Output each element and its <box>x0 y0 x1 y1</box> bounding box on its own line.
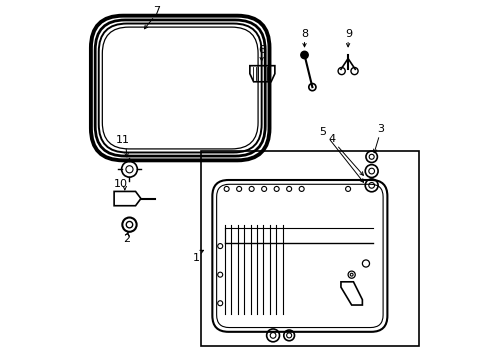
Text: 11: 11 <box>115 135 129 145</box>
Text: 9: 9 <box>345 29 352 39</box>
Text: 2: 2 <box>123 234 130 244</box>
Text: 1: 1 <box>192 253 200 263</box>
Text: 4: 4 <box>328 134 335 144</box>
Text: 7: 7 <box>153 6 160 16</box>
Text: 5: 5 <box>319 127 326 137</box>
Circle shape <box>300 51 307 59</box>
Text: 8: 8 <box>300 29 307 39</box>
Bar <box>201 152 418 346</box>
Text: 6: 6 <box>258 45 264 55</box>
Text: 3: 3 <box>376 124 383 134</box>
Text: 10: 10 <box>114 179 128 189</box>
